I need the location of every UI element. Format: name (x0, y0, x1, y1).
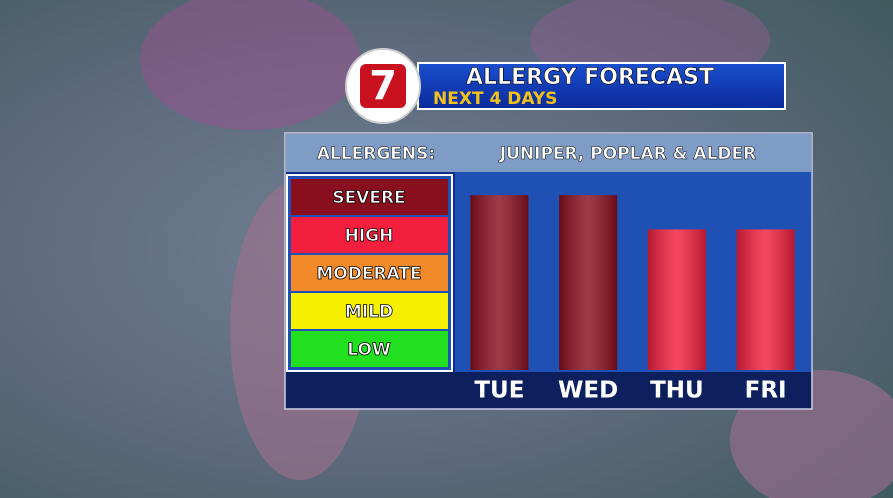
flower-blur (140, 0, 360, 130)
bar-shine (647, 229, 706, 370)
x-tick-label: WED (558, 378, 618, 404)
legend-swatch (291, 179, 448, 215)
legend-label: MODERATE (316, 264, 421, 284)
subtitle: NEXT 4 DAYS (433, 89, 557, 109)
legend-swatch (291, 255, 448, 291)
bar-shine (559, 195, 618, 370)
bar-shine (470, 195, 529, 370)
legend-label: MILD (345, 302, 393, 322)
allergens-label: ALLERGENS: (317, 144, 435, 164)
x-tick-label: TUE (474, 378, 524, 404)
x-tick-label: THU (650, 378, 704, 404)
bar-shine (736, 229, 795, 370)
legend-swatch (291, 293, 448, 329)
allergens: JUNIPER, POPLAR & ALDER (499, 144, 756, 164)
legend-label: HIGH (345, 226, 394, 246)
footer-bar (286, 372, 811, 408)
logo-box (360, 64, 406, 108)
logo: 7 (369, 63, 397, 109)
title: ALLERGY FORECAST (466, 65, 714, 90)
legend-swatch (291, 331, 448, 367)
legend-swatch (291, 217, 448, 253)
header-bar (286, 134, 811, 172)
title-banner (417, 62, 786, 110)
legend-label: LOW (347, 340, 391, 360)
legend-label: SEVERE (332, 188, 405, 208)
x-tick-label: FRI (745, 378, 787, 404)
